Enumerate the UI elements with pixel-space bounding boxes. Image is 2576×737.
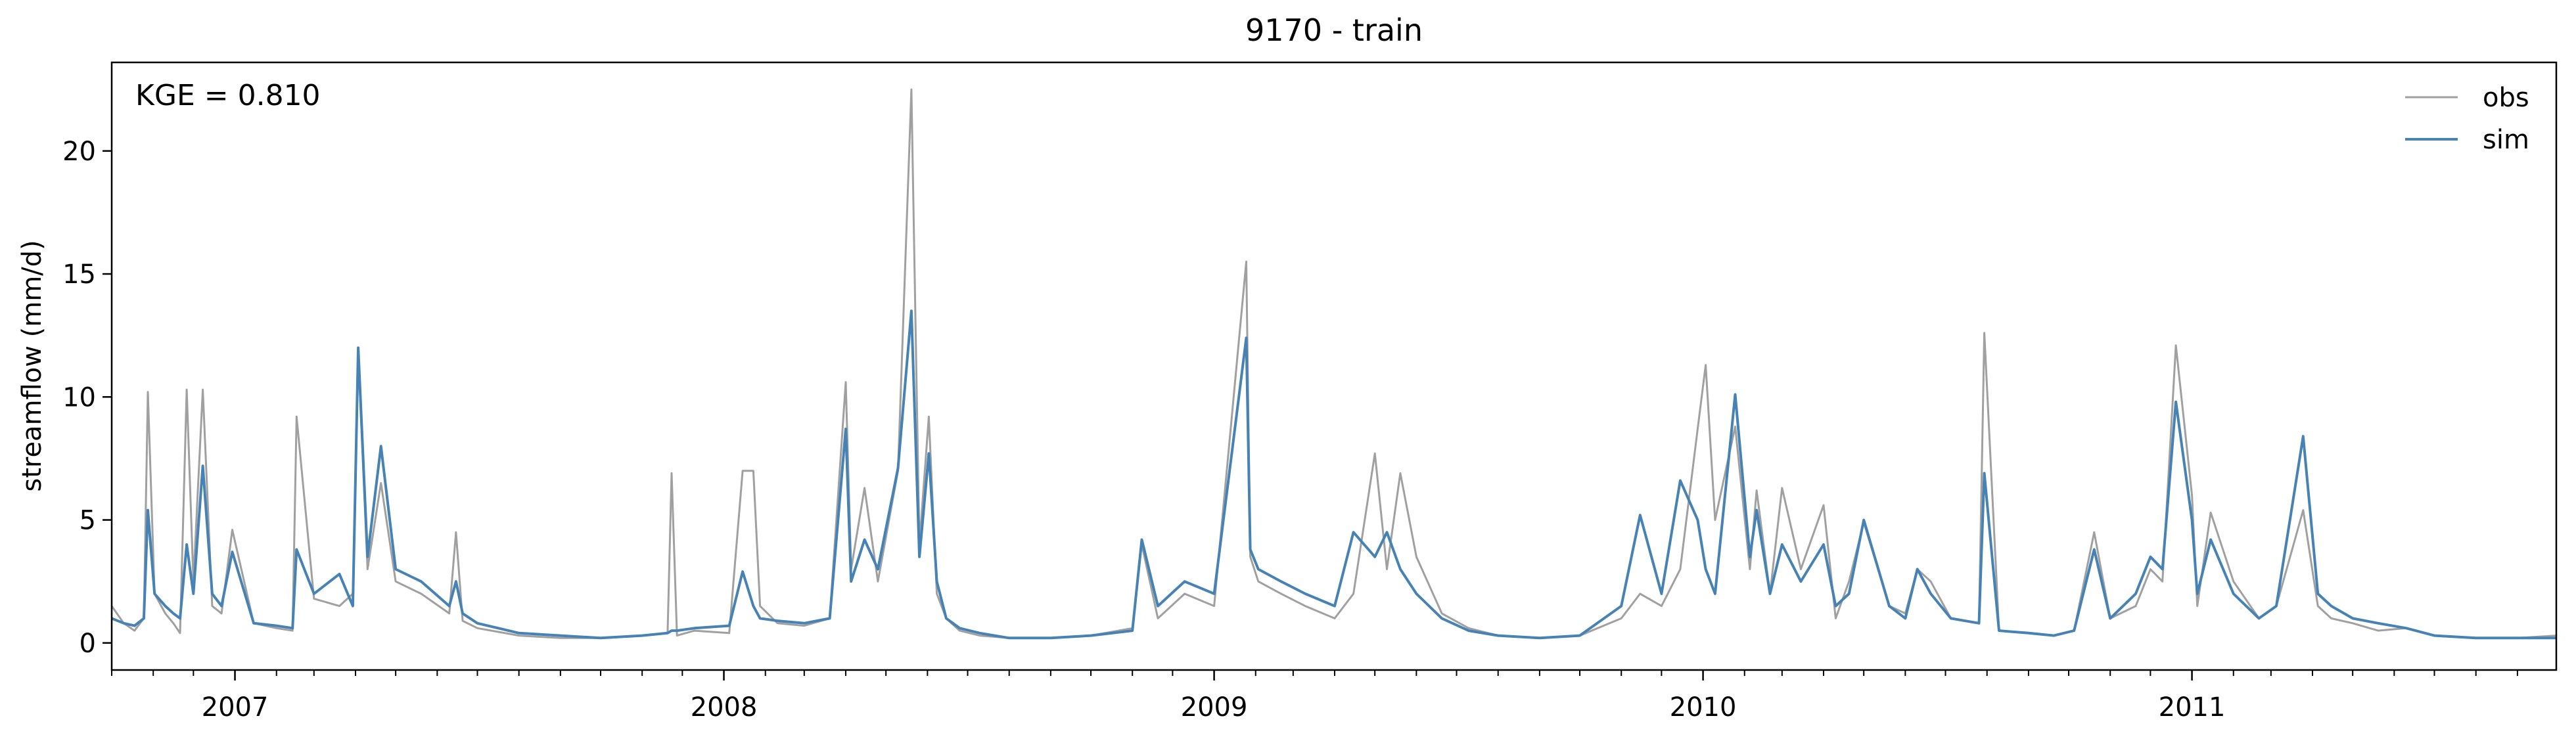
legend: obs sim xyxy=(2405,83,2529,155)
x-tick-label: 2009 xyxy=(1181,692,1248,723)
series-line-sim xyxy=(111,309,2556,640)
y-tick-label: 5 xyxy=(80,506,96,536)
legend-label-sim: sim xyxy=(2483,125,2529,155)
chart-title: 9170 - train xyxy=(1245,12,1423,48)
y-tick-label: 15 xyxy=(62,259,96,290)
series-layer xyxy=(110,88,2557,640)
y-axis-label: streamflow (mm/d) xyxy=(17,240,47,491)
x-tick-label: 2008 xyxy=(691,692,758,723)
y-axis: 0 5 10 15 20 xyxy=(62,137,112,659)
y-tick-label: 20 xyxy=(62,137,96,167)
x-axis: 2007 2008 2009 2010 2011 xyxy=(111,670,2518,723)
plot-area xyxy=(110,61,2558,671)
legend-label-obs: obs xyxy=(2483,83,2529,113)
x-tick-label: 2011 xyxy=(2159,692,2226,723)
x-tick-label: 2010 xyxy=(1670,692,1737,723)
plot-frame xyxy=(110,61,2558,671)
kge-annotation: KGE = 0.810 xyxy=(135,79,321,112)
y-tick-label: 10 xyxy=(62,382,96,413)
x-tick-label: 2007 xyxy=(202,692,269,723)
y-tick-label: 0 xyxy=(80,629,96,659)
